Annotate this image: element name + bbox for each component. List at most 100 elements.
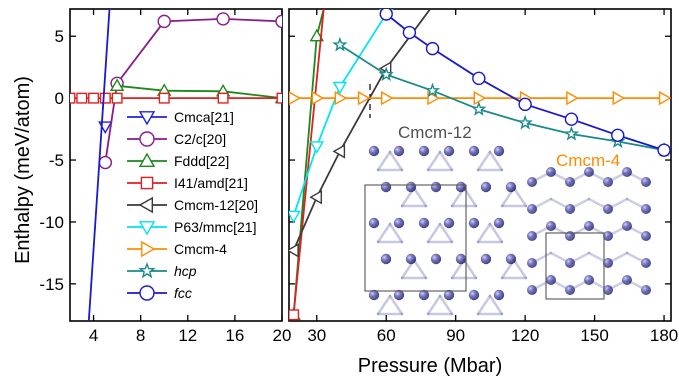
legend-label: Cmcm-4 — [174, 241, 227, 257]
right-point-cmcm-4 — [381, 90, 394, 106]
legend-marker — [140, 176, 154, 190]
bond — [426, 150, 442, 172]
atom — [641, 204, 651, 214]
left-panel: 4 8 12 16 20 5 0 -5 -10 -15 — [39, 8, 291, 345]
atom — [565, 285, 575, 295]
left-x-tick-label: 4 — [89, 326, 98, 345]
left-point-c2-c-20 — [98, 155, 113, 170]
right-point-fcc — [564, 112, 579, 126]
legend-marker — [139, 285, 155, 301]
bond — [376, 294, 392, 316]
bond — [412, 258, 428, 280]
atom — [455, 253, 467, 265]
left-plot-frame — [69, 8, 283, 322]
left-point-i41-amd-21 — [99, 92, 111, 104]
left-x-tick-label: 12 — [178, 326, 197, 345]
right-point-fcc — [472, 71, 486, 86]
left-point-i41-amd-21 — [76, 92, 88, 104]
right-point-cmcm-4 — [357, 90, 371, 106]
atom — [603, 177, 613, 187]
atom — [418, 145, 430, 157]
right-point-cmcm-4 — [658, 90, 671, 106]
y-axis-title: Enthalpy (meV/atom) — [12, 76, 34, 264]
bond — [438, 222, 454, 244]
crystal-structure-insets — [364, 145, 651, 316]
y-tick-label: 5 — [55, 27, 64, 46]
bond — [388, 294, 404, 316]
bond — [438, 294, 454, 316]
right-point-cmcm-4 — [566, 90, 579, 106]
legend-marker — [141, 240, 156, 258]
atom — [493, 145, 505, 157]
cmcm4-structure-label: Cmcm-4 — [556, 151, 620, 170]
right-point-p63-mmc-21 — [289, 210, 301, 224]
legend-label: P63/mmc[21] — [174, 219, 256, 235]
legend-marker — [138, 261, 156, 279]
legend-label: Cmcm-12[20] — [174, 197, 258, 213]
legend-label: I41/amd[21] — [174, 175, 248, 191]
atom — [641, 177, 651, 187]
left-axis-ticks: 4 8 12 16 20 5 0 -5 -10 -15 — [39, 9, 291, 345]
right-plot-frame — [288, 8, 672, 322]
right-point-fcc — [425, 41, 440, 56]
atom — [468, 289, 480, 301]
legend-label: fcc — [174, 285, 192, 301]
y-tick-label: 0 — [55, 89, 64, 108]
atom — [527, 231, 537, 241]
left-point-i41-amd-21 — [276, 92, 282, 104]
bond — [488, 222, 504, 244]
atom — [527, 204, 537, 214]
right-point-cmcm-4 — [473, 90, 487, 106]
right-point-hcp — [378, 66, 394, 82]
atom — [641, 285, 651, 295]
atom — [418, 217, 430, 229]
atom — [546, 275, 556, 285]
atom — [493, 289, 505, 301]
left-point-c2-c-20 — [275, 14, 282, 29]
right-panel: 30 60 90 120 150 180 Cmcm-12 Cmcm-4 — [288, 8, 678, 345]
left-x-tick-label: 20 — [273, 326, 292, 345]
bond — [512, 258, 528, 280]
bond — [388, 150, 404, 172]
bond — [388, 222, 404, 244]
right-point-cmcm-12-20 — [289, 243, 299, 258]
left-point-i41-amd-21 — [70, 92, 76, 104]
legend-label: C2/c[20] — [174, 131, 226, 147]
right-x-tick-label: 150 — [580, 326, 608, 345]
atom — [603, 231, 613, 241]
bond — [426, 222, 442, 244]
atom — [584, 167, 594, 177]
right-series-line-hcp — [339, 44, 665, 151]
atom — [480, 181, 492, 193]
left-point-i41-amd-21 — [217, 92, 229, 104]
atom — [480, 253, 492, 265]
right-point-hcp — [471, 101, 487, 116]
y-tick-label: -10 — [39, 213, 64, 232]
right-x-tick-label: 180 — [650, 326, 678, 345]
atom — [430, 253, 442, 265]
right-point-i41-amd-21 — [289, 309, 300, 321]
legend-marker — [138, 196, 154, 214]
right-point-cmcm-4 — [311, 90, 325, 106]
left-point-c2-c-20 — [157, 14, 171, 29]
left-point-i41-amd-21 — [158, 92, 170, 104]
atom — [368, 217, 380, 229]
bond — [476, 150, 492, 172]
legend-marker — [138, 111, 156, 126]
left-series-line-fddd-22 — [117, 84, 282, 99]
right-x-tick-label: 120 — [511, 326, 539, 345]
atom — [565, 204, 575, 214]
left-series-group — [70, 9, 282, 321]
cmcm12-unit-cell — [364, 184, 467, 292]
right-point-p63-mmc-21 — [332, 81, 348, 95]
atom — [455, 181, 467, 193]
atom — [443, 289, 455, 301]
right-point-fcc — [402, 25, 417, 40]
atom — [641, 258, 651, 268]
bond — [412, 186, 428, 208]
atom — [393, 145, 405, 157]
right-series-group — [289, 9, 671, 321]
left-x-tick-label: 16 — [225, 326, 244, 345]
legend-label: Cmca[21] — [174, 109, 234, 125]
